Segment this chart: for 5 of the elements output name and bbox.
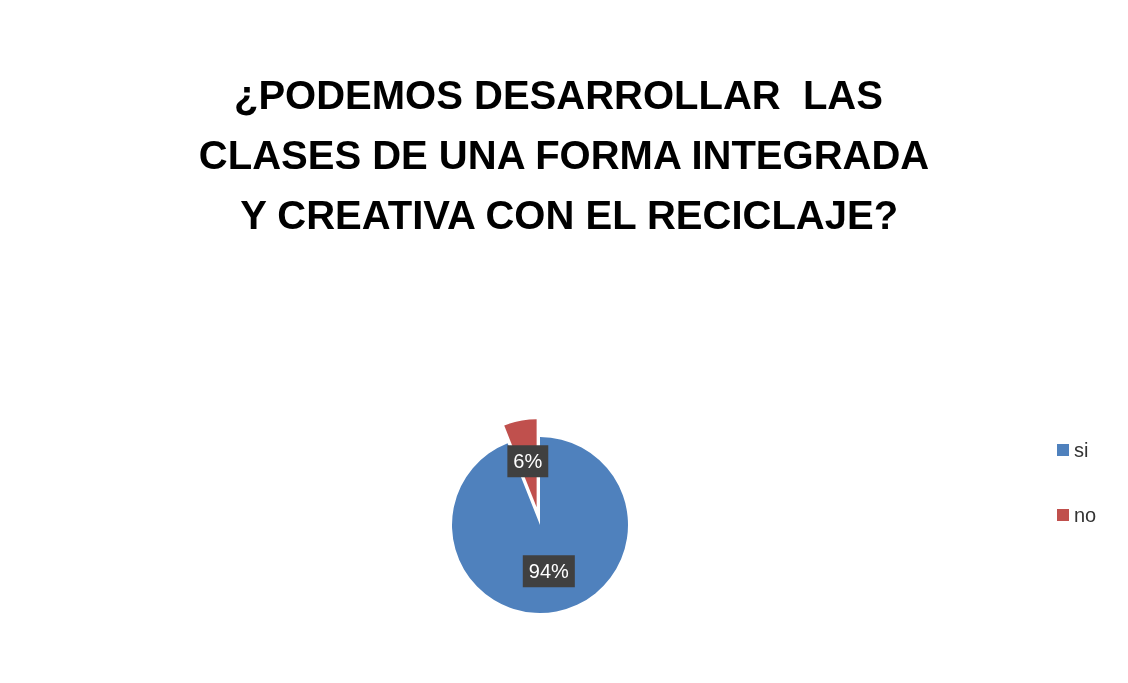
chart-title: ¿PODEMOS DESARROLLAR LAS CLASES DE UNA FORMA INTEGRADA Y CREATIVA CON EL RECICLAJE?	[198, 73, 930, 237]
data-label: 6%	[513, 450, 543, 473]
legend-label: si	[1074, 439, 1089, 461]
legend-label: no	[1074, 504, 1097, 526]
data-label: 94%	[528, 560, 570, 583]
